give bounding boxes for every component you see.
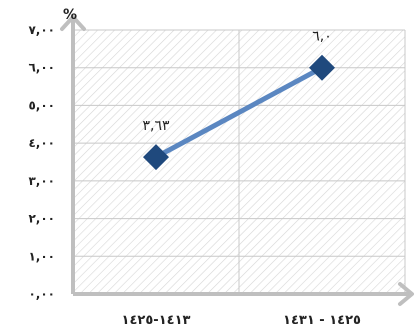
axes [60, 15, 414, 306]
y-tick-label: ٥,٠٠ [28, 98, 55, 112]
data-label: ٣,٦٣ [142, 118, 169, 134]
y-tick-label: ١,٠٠ [28, 249, 55, 263]
y-axis-arrow [60, 15, 86, 31]
x-tick-labels: ١٤١٣-١٤٢٥ ١٤٢٥ - ١٤٣١ [122, 313, 361, 328]
series-line [154, 65, 324, 160]
gridlines [73, 29, 406, 294]
data-label: ٦,٠ [312, 29, 332, 45]
x-tick-label: ١٤٢٥ - ١٤٣١ [283, 313, 361, 328]
y-tick-label: ٢,٠٠ [28, 212, 55, 226]
series-group: ٣,٦٣ ٦,٠ [142, 29, 335, 171]
y-tick-labels: ٠,٠٠ ١,٠٠ ٢,٠٠ ٣,٠٠ ٤,٠٠ ٥,٠٠ ٦,٠٠ ٧,٠٠ [28, 23, 55, 301]
y-tick-label: ٣,٠٠ [28, 174, 55, 188]
y-axis-unit: % [63, 7, 77, 23]
x-tick-label: ١٤١٣-١٤٢٥ [122, 313, 191, 328]
y-tick-label: ٠,٠٠ [28, 287, 55, 301]
data-point-marker [143, 144, 169, 171]
data-point-marker [309, 54, 335, 81]
y-tick-label: ٤,٠٠ [28, 136, 55, 150]
y-tick-label: ٦,٠٠ [28, 61, 55, 75]
y-tick-label: ٧,٠٠ [28, 23, 55, 37]
x-axis-arrow [398, 282, 414, 306]
